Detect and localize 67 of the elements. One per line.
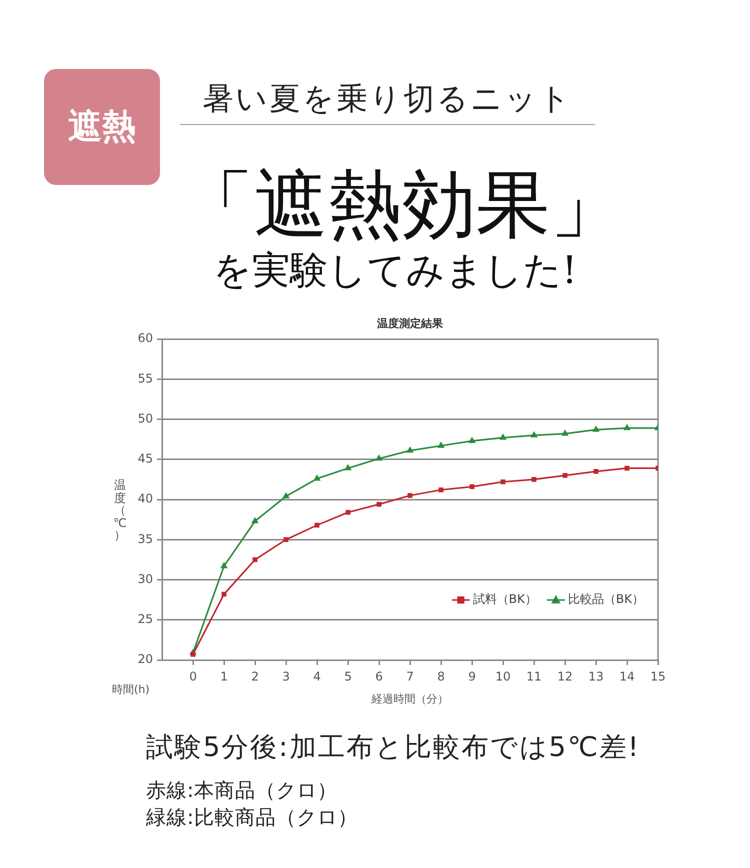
x-axis-title: 経過時間（分） [370, 692, 448, 706]
point [284, 537, 288, 542]
point [408, 493, 412, 498]
text: を実験してみました! [212, 248, 578, 292]
point [314, 522, 320, 528]
x-tick-label: 5 [344, 669, 352, 684]
x-tick-label: 12 [557, 669, 573, 684]
x-tick-label: 4 [313, 669, 321, 684]
y-tick-label: 30 [138, 572, 153, 586]
point [500, 479, 506, 484]
y-tick-label: 50 [138, 411, 153, 426]
y-tick-label: 35 [138, 532, 153, 546]
x-tick-label: 3 [282, 669, 290, 684]
y-tick-label: 45 [138, 452, 153, 466]
legend-label: 試料（BK） [472, 592, 537, 606]
text: 暑い夏を乗り切るニット [202, 81, 574, 118]
point [561, 429, 569, 436]
point [562, 473, 568, 478]
chart-title: 温度測定結果 [376, 316, 444, 330]
legend-label: 比較品（BK） [568, 592, 644, 606]
text: 赤線:本商品（クロ） [146, 778, 338, 802]
point [375, 454, 383, 461]
x-tick-label: 2 [251, 669, 259, 684]
point [499, 434, 507, 440]
y-tick-label: 60 [138, 331, 153, 346]
x-tick-label: 8 [437, 669, 445, 684]
y-tick-label: 55 [138, 371, 153, 386]
x-tick-label: 10 [495, 669, 511, 684]
text: 緑線:比較商品（クロ） [146, 805, 358, 829]
point [468, 436, 476, 444]
text: 時間(h) [112, 682, 150, 696]
y-tick-label: 40 [138, 492, 153, 506]
x-tick-label: 13 [588, 669, 604, 684]
x-tick-label: 15 [650, 669, 666, 684]
y-tick-label: 20 [138, 652, 153, 666]
point [346, 510, 350, 515]
y-axis-title: 温度（℃） [113, 478, 127, 542]
point [222, 592, 226, 597]
point [470, 484, 474, 490]
point [376, 502, 382, 507]
point [282, 492, 290, 498]
point [437, 442, 445, 448]
point [406, 446, 414, 453]
point [252, 557, 258, 562]
point [592, 425, 600, 432]
point [623, 424, 631, 430]
x-tick-label: 6 [375, 669, 383, 684]
point [313, 474, 321, 481]
point [594, 469, 598, 474]
x-tick-label: 11 [526, 669, 542, 684]
point [344, 464, 352, 470]
point [190, 652, 196, 657]
x-tick-label: 9 [468, 669, 476, 684]
text: 試験5分後:加工布と比較布では5℃差! [146, 732, 640, 764]
x-tick-label: 14 [619, 669, 635, 684]
x-tick-label: 0 [189, 669, 197, 684]
x-tick-label: 7 [406, 669, 414, 684]
point [220, 562, 228, 568]
point [532, 477, 536, 482]
point [530, 431, 538, 438]
x-tick-label: 1 [220, 669, 228, 684]
point [251, 516, 259, 524]
y-tick-label: 25 [138, 612, 153, 626]
point [624, 466, 630, 471]
badge: 遮熱 [44, 69, 160, 185]
point [438, 487, 444, 492]
text: 「遮熱効果」 [179, 162, 625, 248]
